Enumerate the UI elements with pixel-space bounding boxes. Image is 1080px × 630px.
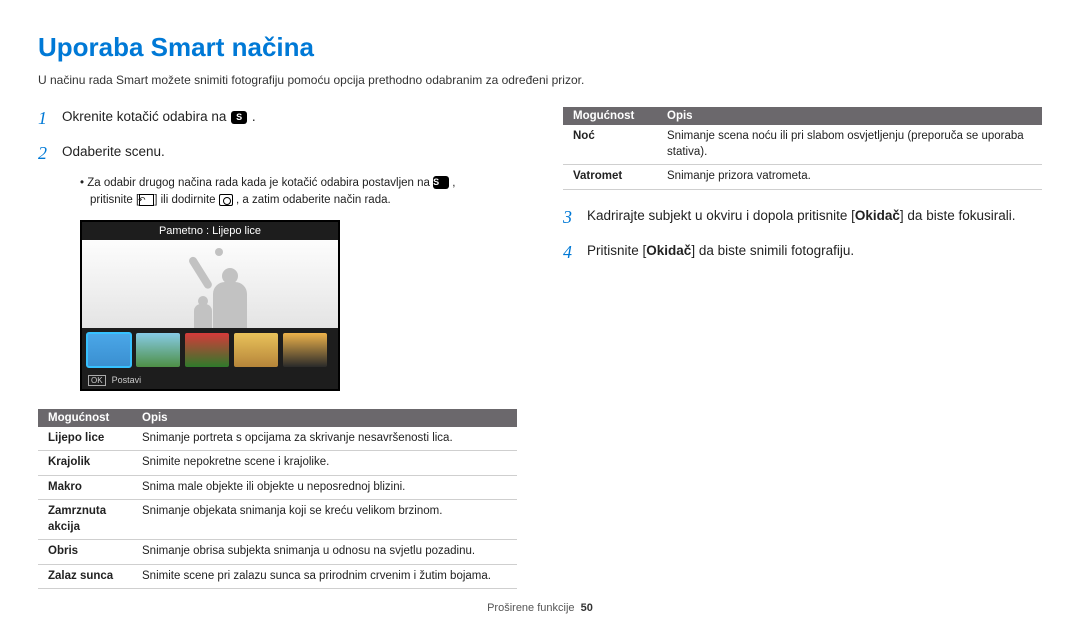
table-row: KrajolikSnimite nepokretne scene i krajo… bbox=[38, 451, 517, 476]
mode-dial-s-icon: S bbox=[231, 111, 247, 124]
option-desc: Snimanje portreta s opcijama za skrivanj… bbox=[132, 427, 517, 451]
footer-page-number: 50 bbox=[581, 602, 593, 614]
preview-thumbnail[interactable] bbox=[87, 333, 131, 367]
step-number: 4 bbox=[563, 239, 587, 266]
preview-mode-label: Pametno : Lijepo lice bbox=[82, 222, 338, 240]
table-row: ObrisSnimanje obrisa subjekta snimanja u… bbox=[38, 540, 517, 565]
table-row: MakroSnima male objekte ili objekte u ne… bbox=[38, 475, 517, 500]
option-desc: Snimite scene pri zalazu sunca sa prirod… bbox=[132, 564, 517, 589]
option-name: Krajolik bbox=[38, 451, 132, 476]
option-name: Noć bbox=[563, 125, 657, 165]
bullet-text: ] ili dodirnite bbox=[154, 194, 219, 206]
step-4: 4 Pritisnite [Okidač] da biste snimili f… bbox=[563, 239, 1042, 266]
step-number: 3 bbox=[563, 204, 587, 231]
camera-mode-icon bbox=[219, 194, 233, 206]
step-4-text: ] da biste snimili fotografiju. bbox=[691, 243, 854, 258]
table-row: VatrometSnimanje prizora vatrometa. bbox=[563, 165, 1042, 190]
ok-badge: OK bbox=[88, 375, 106, 386]
mode-dial-s-icon: S bbox=[433, 176, 449, 189]
preview-thumbnail[interactable] bbox=[136, 333, 180, 367]
option-desc: Snimite nepokretne scene i krajolike. bbox=[132, 451, 517, 476]
col-header-option: Mogućnost bbox=[38, 409, 132, 427]
table-row: NoćSnimanje scena noću ili pri slabom os… bbox=[563, 125, 1042, 165]
col-header-desc: Opis bbox=[132, 409, 517, 427]
preview-thumbnail[interactable] bbox=[185, 333, 229, 367]
preview-main-area bbox=[82, 240, 338, 328]
step-1: 1 Okrenite kotačić odabira na S . bbox=[38, 105, 517, 132]
option-desc: Snimanje prizora vatrometa. bbox=[657, 165, 1042, 190]
option-name: Makro bbox=[38, 475, 132, 500]
sub-bullet: Za odabir drugog načina rada kada je kot… bbox=[80, 175, 517, 210]
table-row: Lijepo liceSnimanje portreta s opcijama … bbox=[38, 427, 517, 451]
step-3-text: ] da biste fokusirali. bbox=[900, 208, 1016, 223]
preview-thumbnail[interactable] bbox=[283, 333, 327, 367]
option-name: Vatromet bbox=[563, 165, 657, 190]
step-3: 3 Kadrirajte subjekt u okviru i dopola p… bbox=[563, 204, 1042, 231]
bullet-text: , bbox=[449, 177, 455, 189]
option-desc: Snima male objekte ili objekte u neposre… bbox=[132, 475, 517, 500]
camera-preview: Pametno : Lijepo lice OK Postavi bbox=[80, 220, 340, 391]
step-number: 1 bbox=[38, 105, 62, 132]
col-header-option: Mogućnost bbox=[563, 107, 657, 125]
step-1-text-pre: Okrenite kotačić odabira na bbox=[62, 109, 230, 124]
options-table-left: Mogućnost Opis Lijepo liceSnimanje portr… bbox=[38, 409, 517, 590]
step-2: 2 Odaberite scenu. bbox=[38, 140, 517, 167]
silhouette-figure bbox=[170, 240, 290, 328]
option-name: Obris bbox=[38, 540, 132, 565]
step-3-text: Kadrirajte subjekt u okviru i dopola pri… bbox=[587, 208, 855, 223]
intro-text: U načinu rada Smart možete snimiti fotog… bbox=[38, 73, 1042, 87]
preview-footer: OK Postavi bbox=[82, 372, 338, 389]
option-desc: Snimanje objekata snimanja koji se kreću… bbox=[132, 500, 517, 540]
table-row: Zamrznuta akcijaSnimanje objekata sniman… bbox=[38, 500, 517, 540]
step-number: 2 bbox=[38, 140, 62, 167]
step-4-bold: Okidač bbox=[646, 243, 691, 258]
preview-thumbnail[interactable] bbox=[234, 333, 278, 367]
option-desc: Snimanje obrisa subjekta snimanja u odno… bbox=[132, 540, 517, 565]
option-desc: Snimanje scena noću ili pri slabom osvje… bbox=[657, 125, 1042, 165]
footer-section: Proširene funkcije bbox=[487, 602, 574, 614]
col-header-desc: Opis bbox=[657, 107, 1042, 125]
step-2-text: Odaberite scenu. bbox=[62, 140, 165, 162]
page-title: Uporaba Smart načina bbox=[38, 32, 1042, 63]
step-3-bold: Okidač bbox=[855, 208, 900, 223]
step-4-text: Pritisnite [ bbox=[587, 243, 646, 258]
option-name: Zamrznuta akcija bbox=[38, 500, 132, 540]
step-1-text-post: . bbox=[248, 109, 256, 124]
table-row: Zalaz suncaSnimite scene pri zalazu sunc… bbox=[38, 564, 517, 589]
options-table-right: Mogućnost Opis NoćSnimanje scena noću il… bbox=[563, 107, 1042, 190]
option-name: Zalaz sunca bbox=[38, 564, 132, 589]
option-name: Lijepo lice bbox=[38, 427, 132, 451]
preview-thumbnails bbox=[82, 328, 338, 372]
bullet-text: pritisnite [ bbox=[90, 194, 139, 206]
page-footer: Proširene funkcije 50 bbox=[0, 602, 1080, 614]
bullet-text: Za odabir drugog načina rada kada je kot… bbox=[87, 177, 433, 189]
back-button-icon: ↶ bbox=[139, 194, 154, 206]
bullet-text: , a zatim odaberite način rada. bbox=[233, 194, 391, 206]
preview-footer-label: Postavi bbox=[112, 375, 142, 385]
